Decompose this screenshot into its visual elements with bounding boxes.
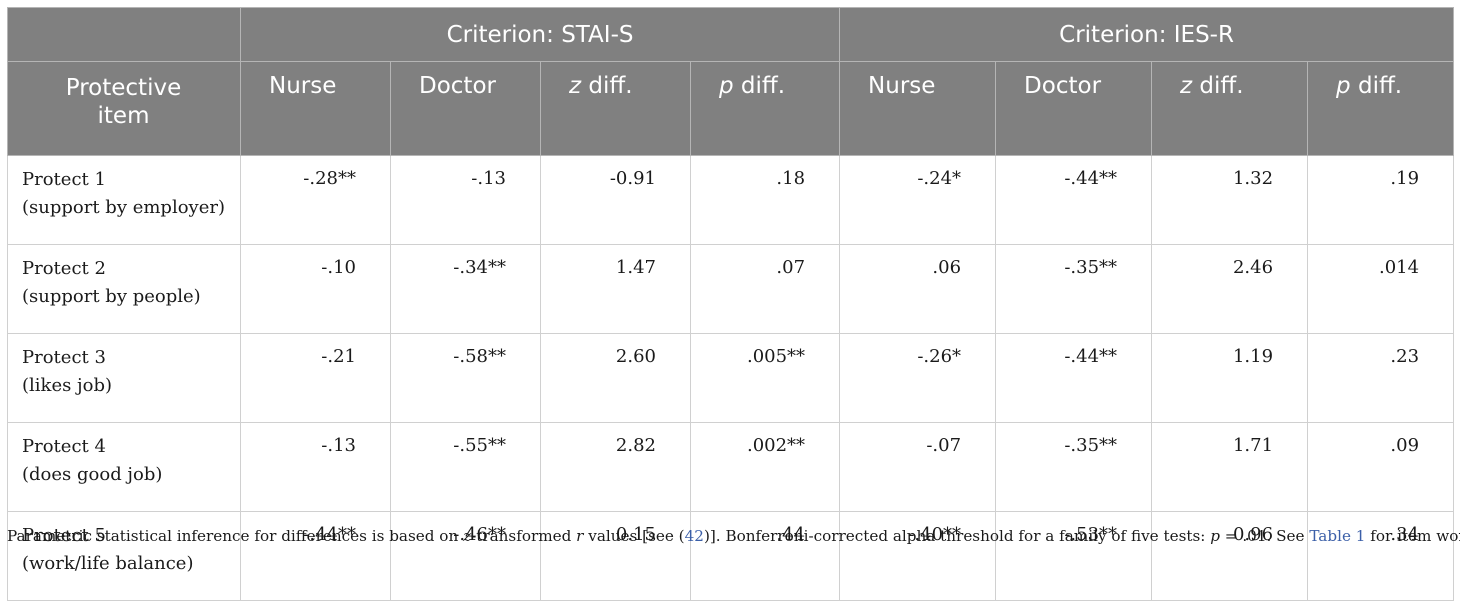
column-header-protective-item: Protective item [7,61,241,156]
value-cell: -.34** [390,244,541,334]
value-cell: -.21 [240,333,391,423]
column-header-stai-doctor: Doctor [390,61,541,156]
value-cell: -.28** [240,155,391,245]
protective-item-description: (support by employer) [22,197,225,218]
value-cell: 1.71 [1151,422,1309,512]
table-row: Protect 4 (does good job) -.13 -.55** 2.82.0… [7,422,1455,512]
value-cell: -.53** [995,511,1153,601]
value-cell: .34 [1307,511,1455,601]
value-cell: -.35** [995,244,1153,334]
column-header-stai-nurse: Nurse [240,61,391,156]
protective-item-cell: Protect 1 (support by employer) [7,155,241,245]
reference-link-42[interactable]: 42 [684,527,704,545]
value-cell: -.13 [240,422,391,512]
protective-item-name: Protect 3 [22,347,106,368]
value-cell: .23 [1307,333,1455,423]
value-cell: -.10 [240,244,391,334]
protective-item-description: (does good job) [22,464,163,485]
table-row: Protect 2 (support by people) -.10 -.34** 1.… [7,244,1455,334]
protective-item-description: (likes job) [22,375,113,396]
protective-item-name: Protect 5 [22,525,106,546]
group-header-row: Criterion: STAI-S Criterion: IES-R [7,7,1455,62]
value-cell: .09 [1307,422,1455,512]
table-row: Protect 3 (likes job) -.21 -.58** 2.60.005**… [7,333,1455,423]
group-header-ies-r: Criterion: IES-R [839,7,1455,62]
value-cell: .005** [689,333,841,423]
value-cell: -.44** [995,155,1153,245]
value-cell: .19 [1307,155,1455,245]
protective-item-name: Protect 2 [22,258,106,279]
value-cell: 0.15 [540,511,691,601]
protective-item-cell: Protect 5 (work/life balance) [7,511,241,601]
value-cell: .06 [839,244,997,334]
value-cell: -0.91 [540,155,691,245]
value-cell: -.13 [390,155,541,245]
table-footnote: Parametric statistical inference for dif… [7,527,1460,545]
value-cell: -.07 [839,422,997,512]
column-header-row: Protective item Nurse Doctor z diff. p d… [7,61,1455,156]
protective-item-cell: Protect 3 (likes job) [7,333,241,423]
protective-item-cell: Protect 4 (does good job) [7,422,241,512]
protective-item-name: Protect 1 [22,169,106,190]
value-cell: -.35** [995,422,1153,512]
correlation-comparison-table: Criterion: STAI-S Criterion: IES-R Prote… [7,7,1455,601]
column-header-iesr-nurse: Nurse [839,61,997,156]
column-header-iesr-doctor: Doctor [995,61,1153,156]
value-cell: -.44** [240,511,391,601]
value-cell: 1.19 [1151,333,1309,423]
results-table-container: Criterion: STAI-S Criterion: IES-R Prote… [7,7,1455,601]
value-cell: 1.47 [540,244,691,334]
value-cell: -.24* [839,155,997,245]
protective-item-name: Protect 4 [22,436,106,457]
protective-item-cell: Protect 2 (support by people) [7,244,241,334]
protective-item-description: (work/life balance) [22,553,194,574]
table-body: Protect 1 (support by employer) -.28** -.13… [7,155,1455,601]
value-cell: -.55** [390,422,541,512]
column-header-iesr-z-diff: z diff. [1151,61,1309,156]
value-cell: -.40** [839,511,997,601]
table-1-link[interactable]: Table 1 [1309,527,1366,545]
protective-item-description: (support by people) [22,286,201,307]
group-header-stai-s: Criterion: STAI-S [239,7,841,62]
value-cell: -.58** [390,333,541,423]
value-cell: .18 [689,155,841,245]
value-cell: 2.82 [540,422,691,512]
value-cell: .002** [689,422,841,512]
value-cell: -.26* [839,333,997,423]
value-cell: 2.46 [1151,244,1309,334]
group-header-empty [7,7,241,62]
column-header-stai-z-diff: z diff. [540,61,691,156]
value-cell: 2.60 [540,333,691,423]
table-row: Protect 1 (support by employer) -.28** -.13… [7,155,1455,245]
table-row: Protect 5 (work/life balance) -.44** -.46**… [7,511,1455,601]
column-header-iesr-p-diff: p diff. [1307,61,1455,156]
value-cell: 0.96 [1151,511,1309,601]
value-cell: -.46** [390,511,541,601]
value-cell: 1.32 [1151,155,1309,245]
column-header-stai-p-diff: p diff. [689,61,841,156]
value-cell: .07 [689,244,841,334]
value-cell: .014 [1307,244,1455,334]
value-cell: -.44** [995,333,1153,423]
value-cell: .44 [689,511,841,601]
